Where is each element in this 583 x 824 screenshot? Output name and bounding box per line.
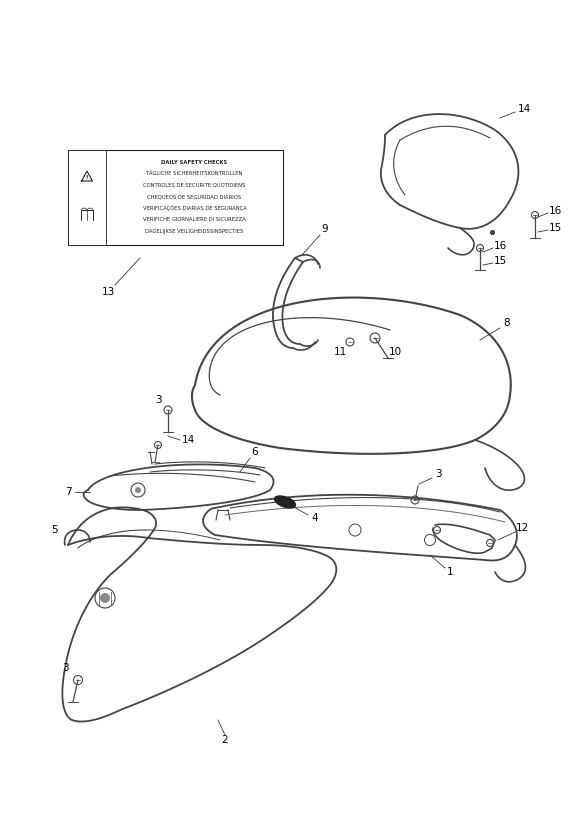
Text: 16: 16: [549, 206, 561, 216]
Text: 1: 1: [447, 567, 454, 577]
Text: 3: 3: [154, 395, 161, 405]
Text: 15: 15: [493, 256, 507, 266]
Text: DAGELIJKSE VEILIGHEIDSSINSPECTIES: DAGELIJKSE VEILIGHEIDSSINSPECTIES: [145, 228, 244, 233]
Bar: [68, 150, 283, 245]
Text: 3: 3: [435, 469, 441, 479]
Text: 12: 12: [515, 523, 529, 533]
Text: CONTROLES DE SECURITE QUOTIDIENS: CONTROLES DE SECURITE QUOTIDIENS: [143, 182, 245, 188]
Text: 10: 10: [388, 347, 402, 357]
Circle shape: [135, 487, 141, 493]
Text: 11: 11: [333, 347, 347, 357]
Text: CHEQUEOS DE SEGURIDAD DIARIOS: CHEQUEOS DE SEGURIDAD DIARIOS: [147, 194, 241, 199]
Text: 13: 13: [101, 287, 115, 297]
Text: VERIFICHE GIORNALIERE DI SICUREZZA: VERIFICHE GIORNALIERE DI SICUREZZA: [143, 217, 246, 222]
Text: 9: 9: [322, 224, 328, 234]
Text: 2: 2: [222, 735, 229, 745]
Text: 14: 14: [517, 104, 531, 114]
Bar: [68, 150, 106, 245]
Text: TÄGLICHE SICHERHEITSKONTROLLEN: TÄGLICHE SICHERHEITSKONTROLLEN: [146, 171, 243, 176]
Text: 14: 14: [181, 435, 195, 445]
Text: 3: 3: [62, 663, 68, 673]
Text: VERIFICAÇÕES DIARIAS DE SEGURANÇA: VERIFICAÇÕES DIARIAS DE SEGURANÇA: [143, 205, 247, 211]
Text: 16: 16: [493, 241, 507, 251]
Text: !: !: [86, 175, 88, 180]
Text: 7: 7: [65, 487, 71, 497]
Circle shape: [100, 593, 110, 603]
Text: 5: 5: [52, 525, 58, 535]
Text: 6: 6: [252, 447, 258, 457]
Text: 4: 4: [312, 513, 318, 523]
Text: DAILY SAFETY CHECKS: DAILY SAFETY CHECKS: [161, 160, 227, 165]
Ellipse shape: [275, 496, 296, 508]
Text: 15: 15: [549, 223, 561, 233]
Text: 8: 8: [504, 318, 510, 328]
